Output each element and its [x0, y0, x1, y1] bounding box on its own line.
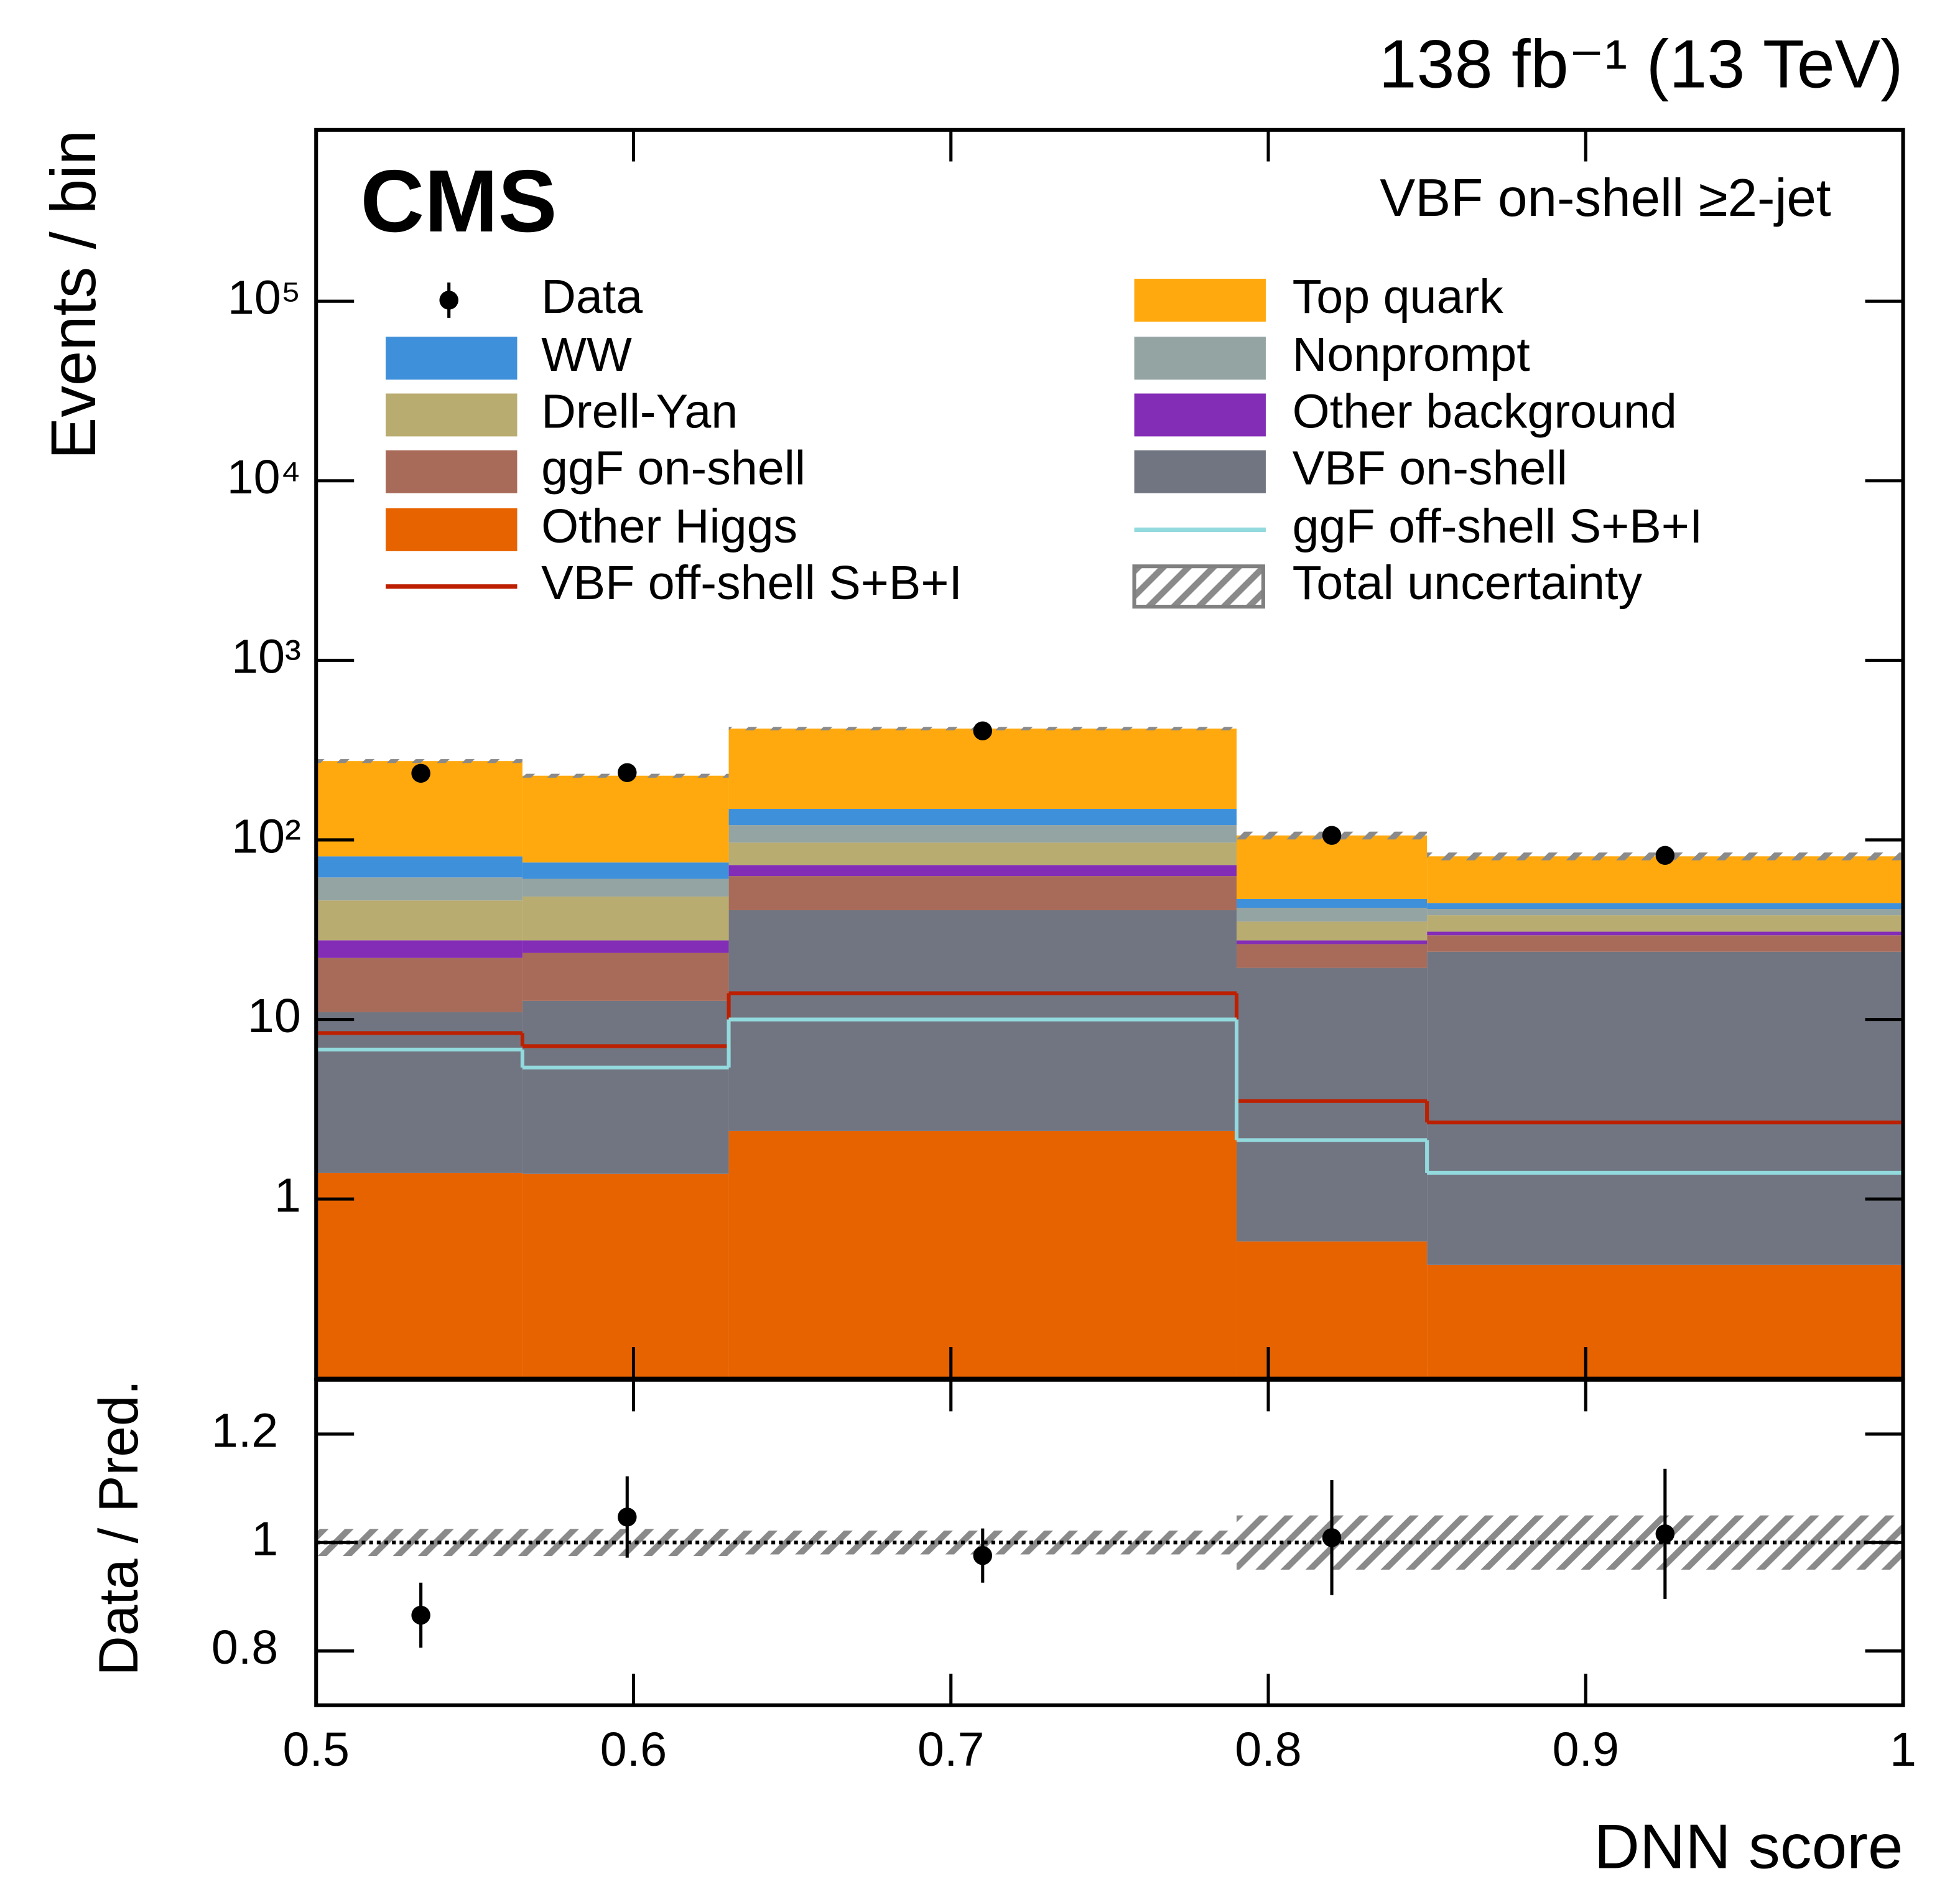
- stack-segment: [316, 1172, 523, 1379]
- legend-swatch: [386, 393, 518, 437]
- y-axis-title: Events / bin: [38, 130, 109, 460]
- stack-segment: [316, 900, 523, 941]
- ratio-y-tick-label: 1: [251, 1513, 278, 1566]
- legend-data-marker: [439, 291, 458, 310]
- legend-swatch: [1134, 279, 1266, 322]
- stack-segment: [1236, 1241, 1428, 1379]
- stack-segment: [522, 1000, 729, 1174]
- x-tick-label: 0.9: [1553, 1723, 1619, 1776]
- stack-segment: [1236, 944, 1428, 968]
- stack-segment: [728, 876, 1237, 910]
- stack-segment: [728, 1130, 1237, 1379]
- legend-swatch: [386, 450, 518, 493]
- stack-segment: [1427, 951, 1903, 1265]
- ratio-y-axis-title: Data / Pred.: [87, 1380, 149, 1676]
- legend-label: Drell-Yan: [541, 385, 738, 438]
- legend-label: Total uncertainty: [1293, 556, 1643, 610]
- legend-swatch: [1134, 337, 1266, 380]
- plot-layer: 1 10 10² 10³ 10⁴ 10⁵ 0.8 1 1.2 0.5 0.6 0.7 0.8 0.9 1 Da…: [211, 128, 1916, 1776]
- legend-swatch: [386, 508, 518, 551]
- stack-segment: [728, 865, 1237, 877]
- ratio-point: [973, 1545, 993, 1565]
- x-tick-label: 0.8: [1235, 1723, 1301, 1776]
- logo: CMS: [360, 152, 557, 251]
- x-axis-title: DNN score: [1594, 1811, 1903, 1882]
- stack-segment: [1236, 835, 1428, 899]
- chart-title: 138 fb⁻¹ (13 TeV): [1379, 27, 1903, 103]
- legend-label: Nonprompt: [1293, 328, 1530, 381]
- data-point: [411, 763, 430, 783]
- legend: Data Other Higgs VBF on-shell ggF on-shell O…: [386, 270, 1702, 610]
- stack-segment: [316, 877, 523, 901]
- ratio-uncertainty: [522, 1529, 729, 1557]
- x-tick-label: 0.5: [283, 1723, 350, 1776]
- legend-swatch: [386, 337, 518, 380]
- stack-segment: [522, 953, 729, 1001]
- stack-segment: [1236, 908, 1428, 922]
- stack-segment: [522, 879, 729, 897]
- legend-label: VBF off-shell S+B+I: [541, 556, 962, 610]
- x-tick-label: 1: [1890, 1723, 1916, 1776]
- stack-segment: [1236, 898, 1428, 908]
- ratio-point: [1655, 1524, 1675, 1544]
- stack-segment: [316, 856, 523, 878]
- legend-label: ggF on-shell: [541, 442, 806, 495]
- ratio-y-tick-label: 1.2: [211, 1404, 278, 1457]
- y-tick-label: 10: [248, 989, 301, 1043]
- stack-segment: [316, 1012, 523, 1173]
- stack-segment: [522, 896, 729, 941]
- x-tick-label: 0.6: [600, 1723, 667, 1776]
- stack-segment: [1236, 940, 1428, 944]
- stack-segment: [316, 940, 523, 958]
- data-point: [618, 763, 637, 783]
- y-tick-label: 10²: [231, 809, 301, 863]
- main-plot: [316, 721, 1903, 1648]
- legend-swatch: [1134, 393, 1266, 437]
- stack-segment: [522, 1173, 729, 1379]
- stack-segment: [728, 808, 1237, 826]
- legend-swatch: [1134, 450, 1266, 493]
- y-tick-label: 10⁵: [228, 271, 301, 325]
- stack-segment: [1427, 915, 1903, 932]
- ratio-point: [1322, 1528, 1342, 1547]
- ratio-point: [618, 1508, 637, 1527]
- y-tick-label: 10³: [231, 630, 301, 684]
- data-point: [1655, 846, 1675, 865]
- stack-segment: [1236, 967, 1428, 1242]
- stack-segment: [522, 775, 729, 863]
- data-point: [973, 721, 993, 740]
- stack-segment: [728, 825, 1237, 843]
- stack-segment: [522, 940, 729, 953]
- annotation: VBF on-shell ≥2-jet: [1380, 169, 1831, 228]
- ratio-point: [411, 1605, 430, 1625]
- stack-segment: [1427, 903, 1903, 909]
- stack-segment: [1427, 908, 1903, 916]
- stack-segment: [1427, 931, 1903, 936]
- legend-label: Top quark: [1293, 270, 1504, 324]
- legend-label: Data: [541, 270, 643, 324]
- legend-label: WW: [541, 328, 632, 381]
- y-tick-label: 10⁴: [227, 450, 301, 504]
- y-tick-label: 1: [274, 1169, 301, 1223]
- stack-uncertainty: [316, 759, 523, 763]
- legend-swatch: [1132, 564, 1265, 609]
- x-tick-label: 0.7: [917, 1723, 984, 1776]
- stack-segment: [1236, 921, 1428, 941]
- ratio-y-tick-label: 0.8: [211, 1621, 278, 1674]
- legend-label: VBF on-shell: [1293, 442, 1568, 495]
- stack-segment: [316, 958, 523, 1012]
- legend-label: Other Higgs: [541, 500, 797, 553]
- data-point: [1322, 826, 1342, 845]
- stack-segment: [728, 842, 1237, 865]
- legend-label: ggF off-shell S+B+I: [1293, 500, 1703, 553]
- stack-segment: [522, 862, 729, 879]
- stack-segment: [728, 728, 1237, 809]
- stack-segment: [1427, 935, 1903, 952]
- stack-segment: [1427, 1264, 1903, 1379]
- legend-label: Other background: [1293, 385, 1677, 438]
